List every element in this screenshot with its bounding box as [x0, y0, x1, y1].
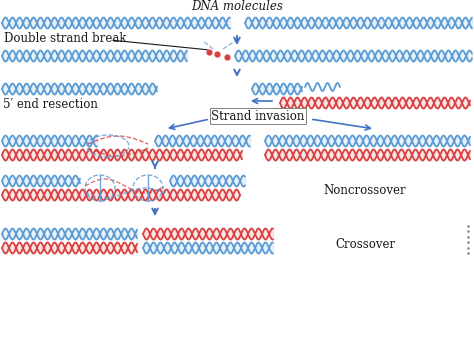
Text: 5′ end resection: 5′ end resection [3, 99, 98, 112]
Text: Double strand break: Double strand break [4, 32, 127, 45]
Text: Crossover: Crossover [335, 237, 395, 251]
Text: Noncrossover: Noncrossover [324, 184, 406, 197]
Text: DNA molecules: DNA molecules [191, 0, 283, 13]
Text: Strand invasion: Strand invasion [211, 109, 305, 122]
